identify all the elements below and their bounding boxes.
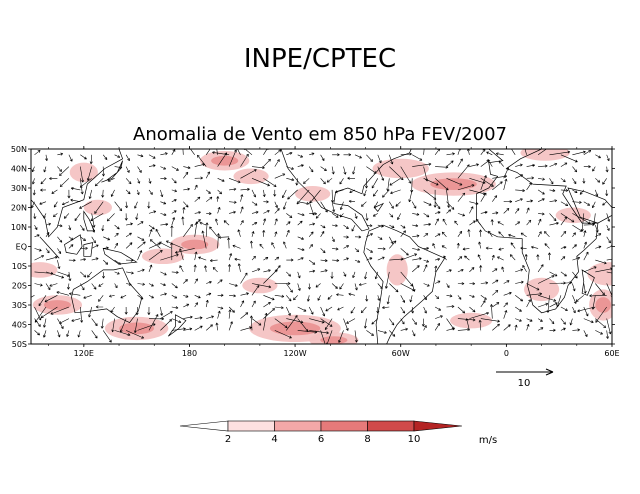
lat-tick-label: 20S — [12, 282, 27, 291]
coastlines — [31, 149, 612, 344]
wind-vectors — [31, 149, 612, 344]
longitude-axis: 120E 180 120W 60W 0 60E — [48, 146, 620, 358]
colorbar-tick-label: 4 — [271, 434, 277, 445]
figure-subtitle: Anomalia de Vento em 850 hPa FEV/2007 — [133, 124, 507, 145]
colorbar-segment — [367, 420, 415, 432]
lat-tick-label: 10N — [11, 223, 27, 232]
colorbar-tick-label: 6 — [318, 434, 324, 445]
reference-vector-label: 10 — [518, 378, 531, 389]
latitude-axis: 50N 40N 30N 20N 10N EQ 10S 20S 30S 40S 50S — [11, 145, 615, 349]
lat-tick-label: 50N — [11, 145, 27, 154]
lon-tick-label: 120E — [74, 349, 94, 358]
colorbar-tick-label: 8 — [364, 434, 370, 445]
lat-tick-label: 10S — [12, 262, 27, 271]
lon-tick-label: 60E — [604, 349, 619, 358]
colorbar-tick-label: 10 — [408, 434, 421, 445]
lon-tick-label: 180 — [182, 349, 197, 358]
lon-tick-label: 120W — [283, 349, 306, 358]
lat-tick-label: 40S — [12, 321, 27, 330]
colorbar-high-arrow — [413, 420, 463, 432]
colorbar-segment — [227, 420, 275, 432]
lat-tick-label: 30N — [11, 184, 27, 193]
reference-vector: 10 — [496, 368, 554, 389]
lat-tick-label: 20N — [11, 204, 27, 213]
figure-title: INPE/CPTEC — [244, 44, 396, 74]
colorbar-low-arrow — [179, 420, 229, 432]
lat-tick-label: 40N — [11, 165, 27, 174]
colorbar-segment — [320, 420, 368, 432]
colorbar-unit: m/s — [479, 435, 497, 446]
lon-tick-label: 0 — [504, 349, 509, 358]
lat-tick-label: 50S — [12, 340, 27, 349]
lat-tick-label: 30S — [12, 301, 27, 310]
anomaly-shading — [31, 149, 612, 344]
lat-tick-label: EQ — [16, 243, 27, 252]
colorbar-segment — [274, 420, 322, 432]
colorbar: 2 4 6 8 10 — [179, 420, 463, 445]
lon-tick-label: 60W — [392, 349, 410, 358]
colorbar-tick-label: 2 — [225, 434, 231, 445]
